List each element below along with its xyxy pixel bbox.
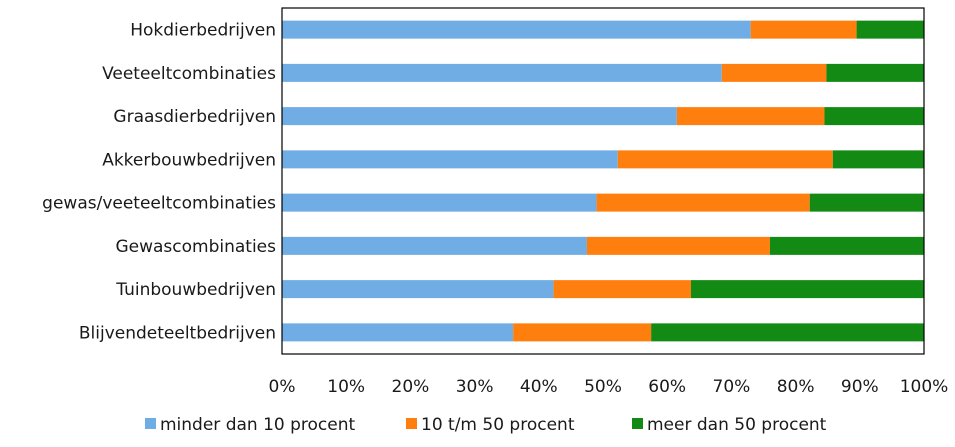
bar-segment-1 [282,20,751,39]
x-tick-label: 100% [900,377,949,397]
x-axis-tick-labels: 0% 10% 20% 30% 40% 50% 60% 70% 80% 90% 100% [269,377,949,397]
bar-segment-1 [282,323,514,342]
bar-segment-2 [617,150,833,169]
bar-segment-2 [596,193,810,212]
bar-segment-2 [750,20,857,39]
legend-swatch [406,418,417,429]
bar-segment-1 [282,193,597,212]
legend-swatch [145,418,156,429]
legend-label: minder dan 10 procent [160,415,356,435]
category-label: Akkerbouwbedrijven [102,150,276,170]
bar-segment-3 [769,236,924,255]
x-tick-label: 90% [841,377,879,397]
bar-segment-1 [282,63,722,82]
bar-segment-1 [282,280,554,299]
x-tick-label: 0% [269,377,296,397]
bar-segment-2 [721,63,827,82]
legend-label: meer dan 50 procent [647,415,827,435]
bar-segment-2 [553,280,691,299]
x-tick-label: 10% [327,377,365,397]
legend-label: 10 t/m 50 procent [421,415,575,435]
category-label: gewas/veeteeltcombinaties [42,194,276,214]
bar-segment-3 [690,280,924,299]
legend: minder dan 10 procent 10 t/m 50 procent me… [145,415,827,435]
category-label: Tuinbouwbedrijven [115,280,276,300]
legend-swatch [632,418,643,429]
bars-group [282,20,924,342]
bar-segment-1 [282,236,587,255]
x-tick-label: 70% [713,377,751,397]
bar-segment-3 [856,20,924,39]
bar-segment-3 [824,107,924,126]
bar-segment-2 [513,323,652,342]
category-label: Veeteeltcombinaties [102,64,276,84]
x-tick-label: 20% [392,377,430,397]
bar-segment-3 [651,323,924,342]
category-labels: Hokdierbedrijven Veeteeltcombinaties Graas… [42,21,276,344]
x-tick-label: 80% [777,377,815,397]
bar-segment-3 [826,63,924,82]
bar-segment-2 [586,236,770,255]
bar-segment-3 [809,193,924,212]
plot-area-frame [281,7,925,355]
x-tick-label: 30% [456,377,494,397]
bar-segment-1 [282,107,677,126]
bar-segment-3 [832,150,924,169]
x-tick-label: 60% [648,377,686,397]
x-tick-label: 50% [584,377,622,397]
category-label: Blijvendeteeltbedrijven [79,323,276,343]
category-label: Gewascombinaties [115,237,276,257]
bar-segment-2 [676,107,825,126]
bar-segment-1 [282,150,618,169]
x-tick-label: 40% [520,377,558,397]
category-label: Graasdierbedrijven [113,107,276,127]
category-label: Hokdierbedrijven [130,21,276,41]
